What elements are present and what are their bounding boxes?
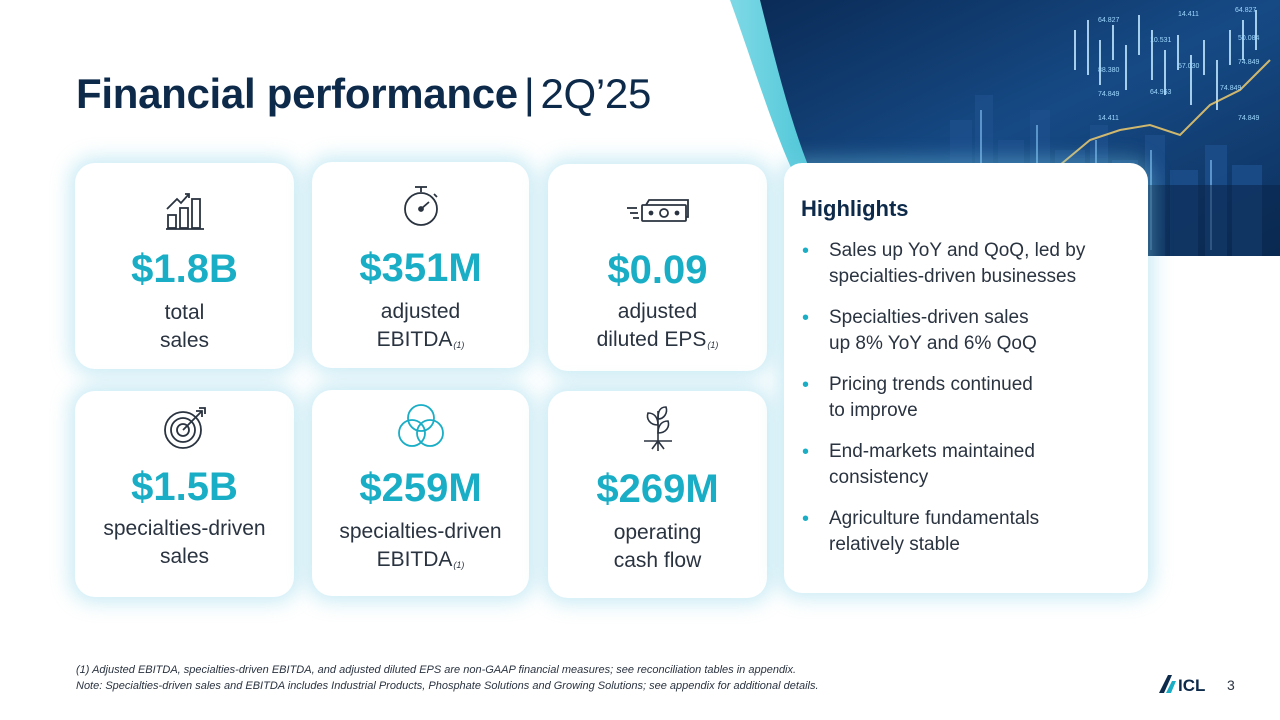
bullet-icon: •: [802, 508, 810, 530]
bullet-icon: •: [802, 441, 810, 463]
metric-label: specialties-driven EBITDA(1): [339, 520, 502, 571]
footnotes: (1) Adjusted EBITDA, specialties-driven …: [76, 662, 819, 694]
ticker-label: 50.084: [1238, 35, 1260, 42]
highlights-title: Highlights: [801, 196, 909, 221]
target-arrow-icon: [163, 407, 206, 449]
page-title-period: 2Q’25: [540, 70, 652, 117]
bar-chart-growth-icon: [165, 193, 204, 230]
list-item: • End-markets maintained consistency: [802, 441, 1035, 488]
ticker-label: 88.380: [1098, 67, 1120, 74]
metric-label: specialties-driven sales: [103, 517, 266, 568]
money-bills-icon: [626, 199, 689, 222]
metric-card-specialties-driven-ebitda: $259M specialties-driven EBITDA(1): [312, 390, 529, 596]
ticker-label: 74.849: [1098, 91, 1120, 98]
metric-card-adjusted-ebitda: $351M adjusted EBITDA(1): [312, 162, 529, 368]
bullet-icon: •: [802, 240, 810, 262]
ticker-label: 74.849: [1220, 85, 1242, 92]
footnote-marker: (1): [453, 340, 465, 350]
metric-value: $269M: [596, 467, 719, 511]
metric-value: $351M: [359, 246, 482, 290]
footnote-marker: (1): [707, 340, 719, 350]
icl-logo: ICL: [1159, 675, 1205, 694]
ticker-label: 64.963: [1150, 89, 1172, 96]
metric-value: $259M: [359, 466, 482, 510]
metric-value: $1.5B: [131, 465, 238, 509]
metric-card-total-sales: $1.8B total sales: [75, 163, 294, 369]
page-number: 3: [1227, 677, 1235, 693]
footnote-note: Note: Specialties-driven sales and EBITD…: [76, 680, 819, 692]
highlights-list: • Sales up YoY and QoQ, led by specialtie…: [801, 238, 1141, 573]
ticker-label: 74.849: [1238, 115, 1260, 122]
metric-label: adjusted EBITDA(1): [376, 300, 465, 351]
list-item: • Specialties-driven sales up 8% YoY and …: [802, 307, 1037, 354]
metric-card-operating-cash-flow: $269M operating cash flow: [548, 391, 767, 598]
ticker-label: 64.827: [1235, 7, 1257, 14]
page-title-main: Financial performance: [76, 70, 518, 117]
highlights-panel: Highlights • Sales up YoY and QoQ, led b…: [784, 163, 1148, 593]
ticker-label: 57.030: [1178, 63, 1200, 70]
metric-label: adjusted diluted EPS(1): [596, 300, 719, 351]
metric-value: $0.09: [607, 248, 708, 292]
bullet-icon: •: [802, 307, 810, 329]
list-item: • Sales up YoY and QoQ, led by specialtie…: [802, 240, 1086, 287]
metric-card-adjusted-diluted-eps: $0.09 adjusted diluted EPS(1): [548, 164, 767, 371]
page-title-separator: |: [523, 70, 535, 117]
three-circles-icon: [397, 404, 444, 447]
ticker-label: 14.411: [1178, 11, 1199, 18]
ticker-label: 14.411: [1098, 115, 1119, 122]
stopwatch-icon: [403, 186, 438, 226]
list-item: • Pricing trends continued to improve: [802, 374, 1033, 421]
metric-value: $1.8B: [131, 247, 238, 291]
metric-label: operating cash flow: [613, 521, 702, 572]
metric-card-specialties-driven-sales: $1.5B specialties-driven sales: [75, 391, 294, 597]
logo-text: ICL: [1178, 676, 1205, 694]
sprout-icon: [643, 406, 672, 451]
metric-label: total sales: [159, 301, 210, 352]
list-item: • Agriculture fundamentals relatively sta…: [802, 508, 1040, 555]
ticker-label: 10.531: [1150, 37, 1172, 44]
ticker-label: 64.827: [1098, 17, 1120, 24]
footnote-marker: (1): [453, 560, 465, 570]
footnote-1: (1) Adjusted EBITDA, specialties-driven …: [76, 664, 797, 676]
bullet-icon: •: [802, 374, 810, 396]
ticker-label: 74.849: [1238, 59, 1260, 66]
page-title: Financial performance | 2Q’25: [76, 70, 651, 118]
